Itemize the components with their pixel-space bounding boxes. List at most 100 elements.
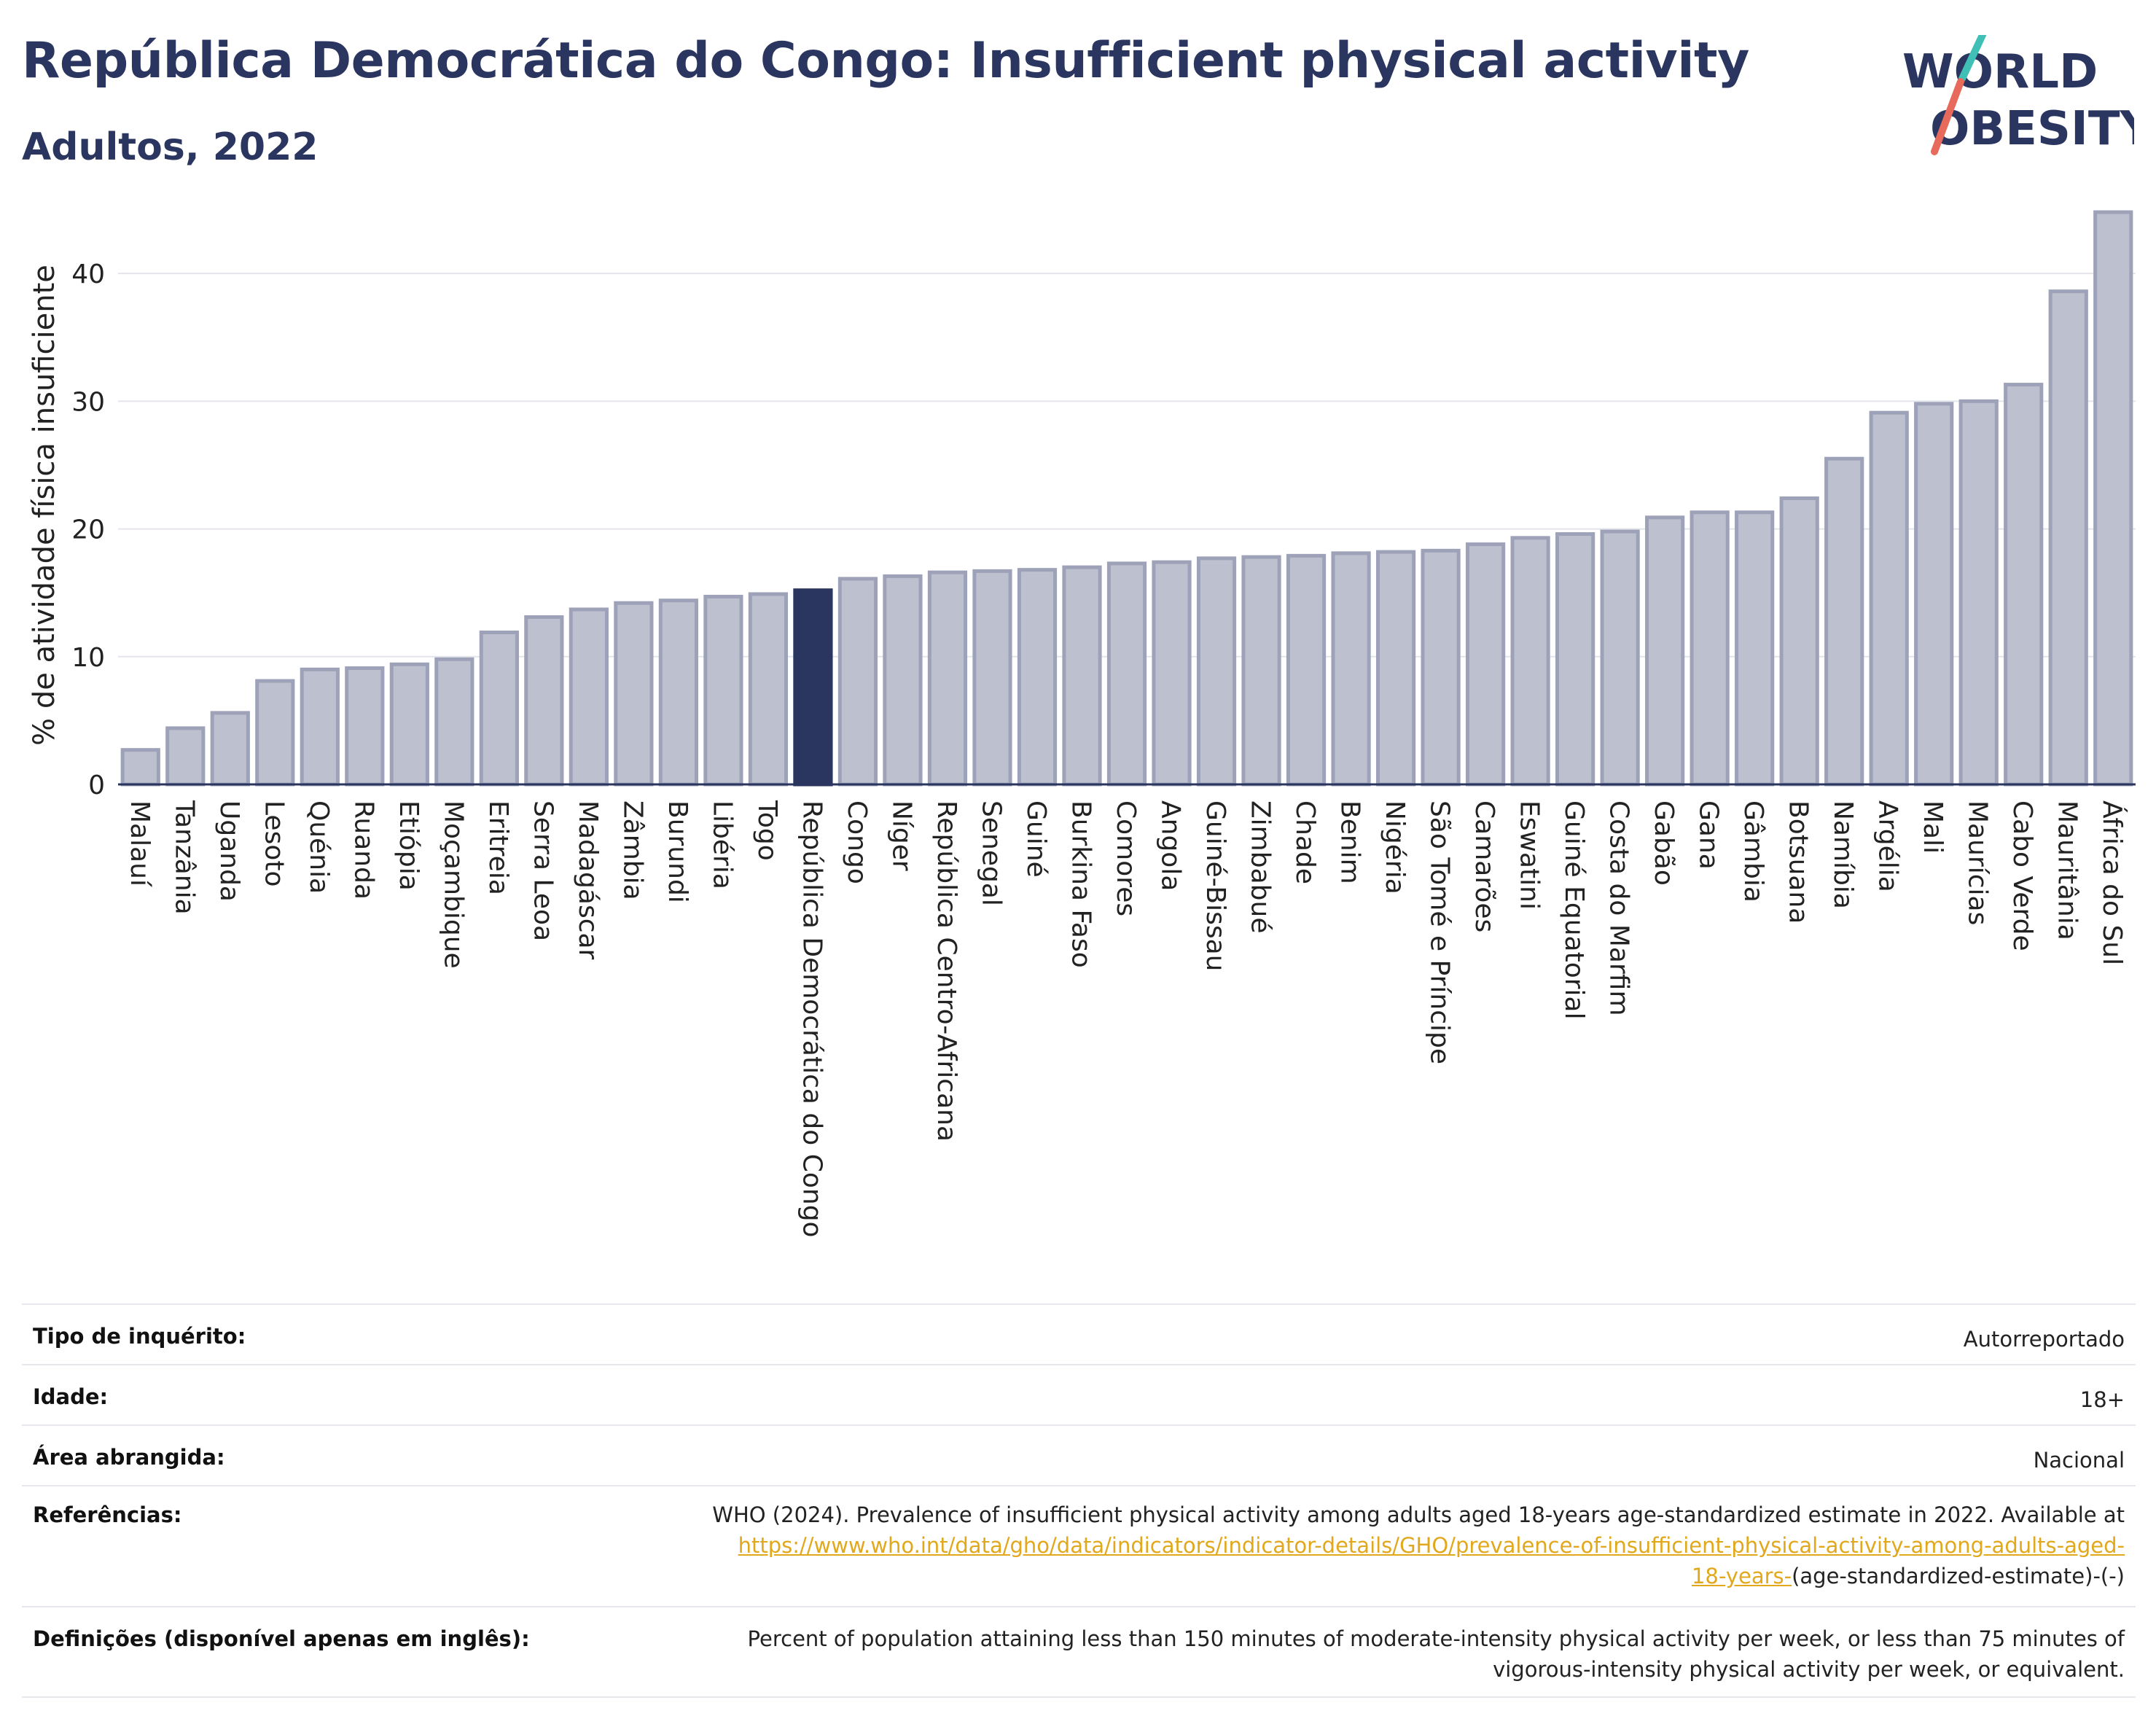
x-tick-label: República Democrática do Congo [797,800,827,1238]
x-tick-label: Uganda [214,800,244,902]
bar [255,679,295,787]
x-tick-label: Camarões [1469,800,1499,932]
x-tick-label: Namíbia [1828,800,1858,909]
x-tick-label: Zâmbia [617,800,647,900]
x-tick-label: Argélia [1873,800,1903,892]
x-tick-label: Eswatini [1515,800,1544,910]
bar [1375,550,1416,787]
x-tick-label: Mauritânia [2053,800,2082,940]
bar [165,726,206,787]
x-tick-label: Libéria [707,800,737,889]
bar [1645,515,1685,787]
info-label: Tipo de inquérito: [33,1324,246,1349]
info-row-references: Referências: WHO (2024). Prevalence of i… [22,1485,2136,1606]
x-tick-label: Burkina Faso [1066,800,1095,968]
definition-text: Percent of population attaining less tha… [747,1626,2125,1651]
x-tick-label: Senegal [976,800,1006,906]
bar [345,666,385,787]
bar [1510,536,1550,787]
bar [524,615,564,787]
logo-line2: OBESITY [1930,102,2134,155]
x-tick-label: Níger [886,800,916,871]
x-tick-label: República Centro-Africana [931,800,961,1142]
bar [1196,556,1237,787]
bars [120,210,2133,787]
x-tick-label: Mali [1918,800,1948,854]
bar [1331,551,1371,787]
bar [1690,510,1730,787]
bar [1421,548,1461,787]
info-row-area: Área abrangida: Nacional [22,1424,2136,1485]
bar [1600,529,1640,787]
info-value: Percent of population attaining less tha… [748,1623,2125,1685]
logo-slash-bottom [1931,78,1964,155]
bar [658,599,698,787]
x-tick-label: Tanzânia [169,800,199,915]
x-tick-label: Costa do Marfim [1604,800,1634,1016]
logo-slash-top [1958,35,1986,82]
bar [972,569,1012,787]
x-tick-label: Benim [1335,800,1365,884]
y-tick-labels: 0 10 20 30 40 [71,260,105,800]
info-row-age: Idade: 18+ [22,1364,2136,1424]
bar [210,711,250,787]
bar [569,607,609,787]
bar [479,630,519,787]
info-label: Referências: [33,1502,182,1527]
bar [1152,560,1192,787]
info-value: WHO (2024). Prevalence of insufficient p… [712,1500,2125,1591]
x-tick-label: Burundi [663,800,692,903]
x-tick-label: Ruanda [348,800,378,900]
bar [1106,561,1147,787]
reference-link-tail: (age-standardized-estimate)-(-) [1792,1564,2125,1588]
reference-link-continued[interactable]: 18-years- [1691,1564,1792,1588]
x-tick-label: Malauí [125,800,155,887]
x-tick-label: Quénia [304,800,334,894]
info-label: Área abrangida: [33,1445,225,1470]
bar [1779,496,1819,787]
info-label: Definições (disponível apenas em inglês)… [33,1626,530,1651]
x-tick-label: Cabo Verde [2007,800,2037,951]
bar [837,577,878,787]
x-tick-label: Zimbabué [1246,800,1276,933]
x-tick-label: Moçambique [438,800,468,969]
y-tick-label: 40 [71,260,105,289]
y-tick-label: 20 [71,515,105,545]
bar [927,570,968,787]
x-tick-label: Gana [1694,800,1724,870]
bar [1824,456,1864,787]
info-row-survey-type: Tipo de inquérito: Autorreportado [22,1303,2136,1364]
bar [2093,210,2133,787]
x-tick-label: Chade [1290,800,1320,884]
bar [120,748,160,787]
bar [2048,289,2088,787]
bar [1062,565,1102,787]
bar [1958,399,1999,787]
info-label: Idade: [33,1384,109,1409]
bar [703,594,743,787]
page-subtitle: Adultos, 2022 [22,125,319,169]
bar-highlight [793,588,833,787]
x-tick-label: Lesoto [259,800,289,887]
x-tick-label: Guiné Equatorial [1559,800,1589,1020]
bar [1735,510,1775,787]
bar [434,657,474,787]
bar [1241,555,1281,787]
y-tick-label: 0 [88,771,105,800]
bar [389,662,429,787]
reference-text: WHO (2024). Prevalence of insufficient p… [712,1502,2125,1527]
bar [614,601,654,787]
y-tick-label: 10 [71,643,105,673]
x-tick-label: Etiópia [394,800,423,891]
x-tick-label: Maurícias [1963,800,1993,925]
x-tick-label: Gâmbia [1738,800,1768,902]
x-tick-label: São Tomé e Príncipe [1425,800,1455,1064]
bar [300,667,340,787]
x-tick-label: Angola [1156,800,1186,891]
definition-text-continued: vigorous-intensity physical activity per… [1493,1657,2125,1682]
info-value: 18+ [2079,1387,2125,1412]
bar [1465,542,1506,787]
x-tick-label: Madagáscar [573,800,603,960]
reference-link[interactable]: https://www.who.int/data/gho/data/indica… [738,1533,2125,1558]
info-table: Tipo de inquérito: Autorreportado Idade:… [22,1303,2136,1698]
